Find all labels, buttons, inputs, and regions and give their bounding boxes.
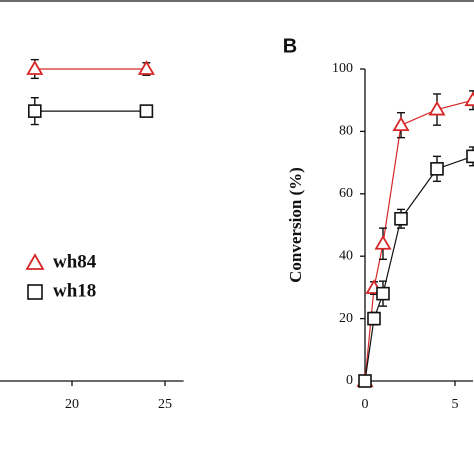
y-tick-label: 60 bbox=[339, 186, 353, 201]
series-line bbox=[364, 99, 474, 382]
series-line bbox=[364, 155, 474, 382]
legend-marker bbox=[25, 253, 45, 270]
square-marker bbox=[394, 211, 408, 226]
square-marker bbox=[358, 374, 372, 388]
x-tick-label: 25 bbox=[158, 397, 172, 412]
y-tick-label: 40 bbox=[339, 248, 353, 263]
square-marker bbox=[27, 104, 42, 118]
panel-label: B bbox=[283, 35, 297, 57]
y-tick-label: 0 bbox=[346, 373, 353, 388]
y-tick-label: 20 bbox=[339, 311, 353, 326]
triangle-marker bbox=[374, 234, 392, 250]
legend-label: wh18 bbox=[53, 280, 96, 301]
legend-label: wh84 bbox=[53, 251, 97, 272]
triangle-marker bbox=[428, 100, 446, 116]
legend-marker bbox=[27, 284, 43, 300]
triangle-marker bbox=[26, 60, 44, 75]
square-marker bbox=[430, 162, 444, 176]
triangle-marker bbox=[464, 91, 474, 107]
triangle-marker bbox=[392, 116, 410, 132]
square-marker bbox=[466, 149, 474, 164]
y-axis-label: Conversion (%) bbox=[286, 167, 305, 283]
triangle-marker bbox=[137, 60, 155, 75]
square-marker bbox=[367, 311, 381, 326]
x-tick-label: 5 bbox=[452, 397, 459, 412]
x-tick-label: 0 bbox=[362, 397, 369, 412]
y-tick-label: 100 bbox=[332, 61, 353, 76]
square-marker bbox=[376, 286, 390, 301]
square-marker bbox=[139, 104, 154, 118]
y-tick-label: 80 bbox=[339, 124, 353, 139]
x-tick-label: 20 bbox=[65, 397, 79, 412]
